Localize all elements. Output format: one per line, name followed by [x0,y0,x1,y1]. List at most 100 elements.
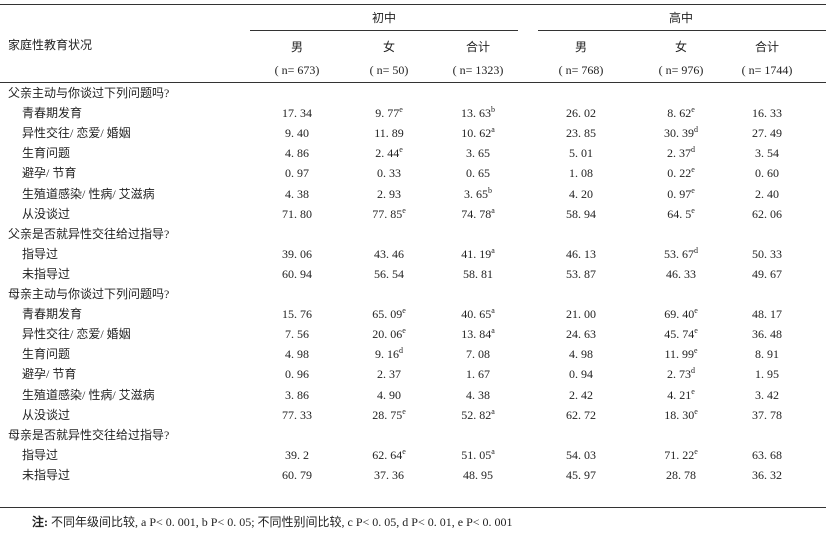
column-n: ( n= 768) [558,63,604,77]
cell-superscript: a [491,245,495,255]
column-n: ( n= 673) [274,63,320,77]
row-label: 避孕/ 节育 [22,166,77,181]
cell: 0. 97e [667,185,695,201]
cell-superscript: b [491,105,495,115]
note-text: 不同年级间比较, a P< 0. 001, b P< 0. 05; 不同性别间比… [48,515,513,529]
cell-superscript: d [694,245,698,255]
cell-superscript: e [691,205,695,215]
cell-superscript: e [694,446,698,456]
cell: 58. 94 [566,206,596,221]
cell-superscript: a [491,326,495,336]
cell-superscript: e [402,306,406,316]
row-label: 生殖道感染/ 性病/ 艾滋病 [22,387,155,402]
row-label: 指导过 [22,447,59,462]
cell-superscript: a [491,125,495,135]
row-label: 生育问题 [22,146,71,161]
cell: 37. 36 [374,467,404,482]
cell: 0. 94 [569,367,593,382]
section-label: 母亲是否就异性交往给过指导? [8,427,170,442]
cell-superscript: e [402,406,406,416]
cell: 4. 21e [667,386,695,402]
cell-superscript: a [491,406,495,416]
cell: 9. 16d [375,346,403,362]
cell-superscript: e [694,306,698,316]
cell: 45. 97 [566,467,596,482]
cell: 2. 44e [375,146,403,161]
cell-superscript: a [491,205,495,215]
cell: 1. 08 [569,166,593,181]
group-rule [538,30,826,31]
group-header: 初中 [371,11,397,25]
cell-value: 20. 06 [372,327,403,342]
cell: 21. 00 [566,307,596,322]
cell-value: 0. 97 [667,186,692,201]
cell: 49. 67 [752,266,782,281]
cell: 71. 22e [664,446,698,462]
cell-superscript: b [488,185,492,195]
cell-value: 52. 82 [461,407,492,422]
note: 注: 不同年级间比较, a P< 0. 001, b P< 0. 05; 不同性… [32,515,513,529]
cell: 2. 42 [569,387,593,402]
cell-value: 28. 75 [372,407,403,422]
cell: 62. 72 [566,407,596,422]
cell: 71. 80 [282,206,312,221]
cell: 53. 67d [664,245,698,261]
cell-superscript: e [691,105,695,115]
cell: 4. 38 [466,387,490,402]
cell: 0. 60 [755,166,779,181]
cell: 28. 75e [372,406,406,422]
cell: 3. 65b [464,185,492,201]
cell: 45. 74e [664,327,698,342]
cell-superscript: d [691,366,695,376]
cell-superscript: d [399,346,403,356]
column-header: 合计 [465,40,491,54]
cell: 48. 95 [463,467,493,482]
group-rule [250,30,518,31]
cell: 36. 48 [752,327,782,342]
cell: 2. 40 [755,186,779,201]
cell: 0. 33 [377,166,401,181]
row-label: 未指导过 [22,467,71,482]
cell: 18. 30e [664,407,698,422]
row-label: 异性交往/ 恋爱/ 婚姻 [22,126,131,141]
cell: 4. 38 [285,186,309,201]
row-label: 指导过 [22,246,59,261]
cell-superscript: e [691,386,695,396]
column-header: 女 [674,40,688,54]
top-rule [0,4,826,5]
row-label: 异性交往/ 恋爱/ 婚姻 [22,327,131,342]
cell: 43. 46 [374,246,404,261]
cell: 4. 86 [285,146,309,161]
cell: 4. 98 [285,347,309,362]
cell-value: 18. 30 [664,407,695,422]
cell-value: 74. 78 [461,206,492,221]
cell: 4. 20 [569,186,593,201]
row-label: 从没谈过 [22,407,71,422]
cell: 41. 19a [461,245,495,261]
cell: 53. 87 [566,266,596,281]
cell: 77. 85e [372,205,406,221]
cell: 77. 33 [282,407,312,422]
cell: 64. 5e [667,205,695,221]
section-label: 父亲是否就异性交往给过指导? [8,226,170,241]
cell-superscript: e [402,205,406,215]
cell: 13. 84a [461,326,495,342]
cell: 16. 33 [752,106,782,121]
cell: 11. 89 [374,126,404,141]
cell: 30. 39d [664,126,698,141]
cell: 9. 77e [375,106,403,121]
cell: 2. 93 [377,186,401,201]
cell-superscript: e [402,326,406,336]
cell-value: 13. 63 [461,106,491,121]
row-label: 青春期发育 [22,307,83,322]
cell-superscript: e [691,185,695,195]
cell-value: 62. 64 [372,447,403,462]
column-n: ( n= 1744) [741,63,793,77]
cell-value: 41. 19 [461,246,492,261]
cell: 8. 62e [667,105,695,121]
section-label: 母亲主动与你谈过下列问题吗? [8,287,170,301]
cell-value: 2. 73 [667,367,691,382]
cell: 23. 85 [566,126,596,141]
cell: 1. 95 [755,367,779,382]
cell-value: 13. 84 [461,327,492,342]
